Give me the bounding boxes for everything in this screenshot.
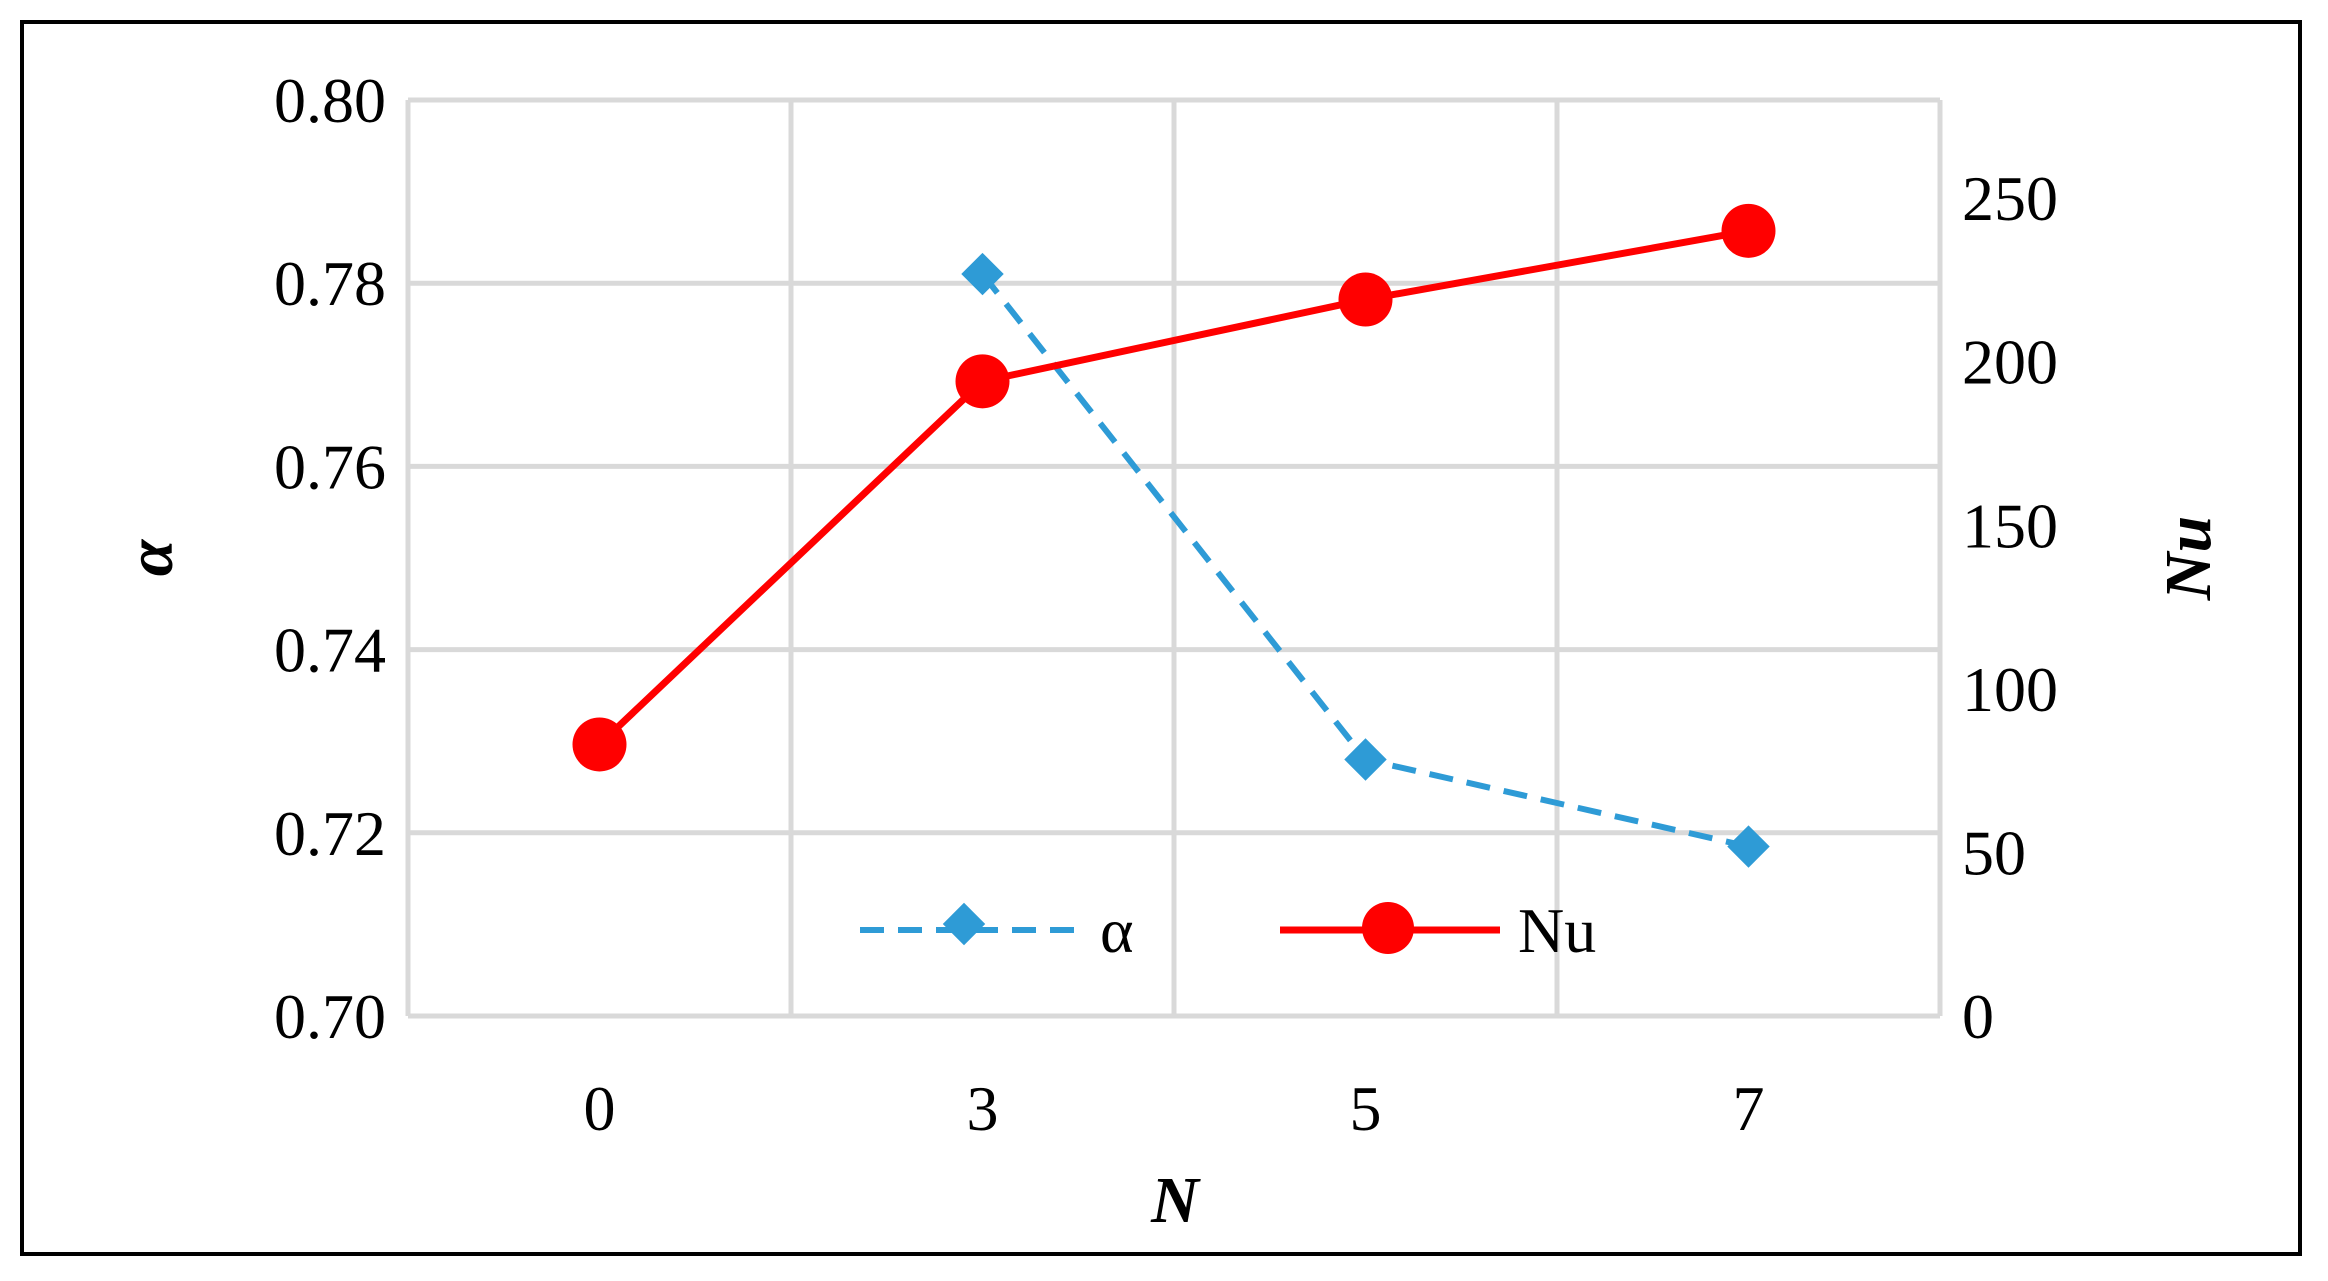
left-tick-label: 0.74: [274, 615, 386, 686]
right-tick-label: 0: [1962, 981, 1994, 1052]
legend-alpha-label: α: [1100, 895, 1134, 966]
right-axis-title: Nu: [2152, 516, 2225, 601]
left-axis-ticks: 0.70 0.72 0.74 0.76 0.78 0.80: [274, 65, 386, 1052]
right-tick-label: 150: [1962, 490, 2058, 561]
left-tick-label: 0.70: [274, 981, 386, 1052]
x-tick-label: 7: [1733, 1073, 1765, 1144]
x-tick-label: 5: [1350, 1073, 1382, 1144]
x-axis-ticks: 0 3 5 7: [584, 1073, 1765, 1144]
right-tick-label: 250: [1962, 163, 2058, 234]
legend-nu-marker: [1362, 902, 1414, 954]
chart-frame: [20, 20, 2302, 1256]
right-tick-label: 50: [1962, 817, 2026, 888]
left-tick-label: 0.72: [274, 798, 386, 869]
x-tick-label: 0: [584, 1073, 616, 1144]
series-point: [955, 354, 1010, 409]
left-axis-title: α: [114, 538, 187, 576]
series-point: [572, 717, 627, 772]
left-tick-label: 0.80: [274, 65, 386, 136]
series-nu: [572, 203, 1776, 772]
series-point: [1727, 825, 1770, 868]
series-alpha: [961, 252, 1770, 868]
legend-nu-label: Nu: [1518, 895, 1596, 966]
series-point: [1721, 203, 1776, 258]
grid: [405, 97, 1943, 1019]
x-tick-label: 3: [967, 1073, 999, 1144]
series-point: [1344, 738, 1387, 781]
x-axis-title: N: [1150, 1164, 1201, 1237]
left-tick-label: 0.76: [274, 431, 386, 502]
legend: α Nu: [860, 895, 1596, 966]
right-tick-label: 200: [1962, 327, 2058, 398]
legend-alpha-marker: [942, 902, 986, 946]
right-tick-label: 100: [1962, 654, 2058, 725]
right-axis-ticks: 0 50 100 150 200 250: [1962, 163, 2058, 1052]
series-point: [1338, 272, 1393, 327]
series-line: [597, 227, 1750, 748]
left-tick-label: 0.78: [274, 248, 386, 319]
